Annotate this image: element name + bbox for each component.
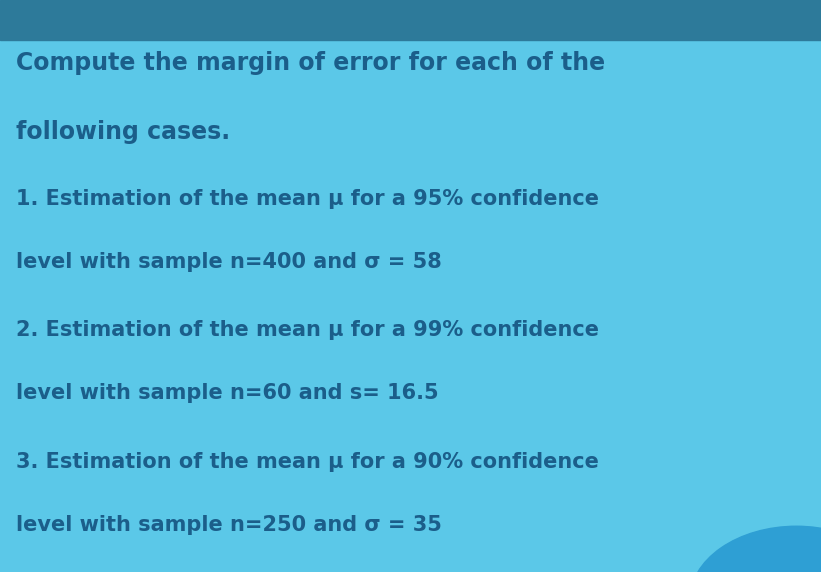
Text: 2. Estimation of the mean μ for a 99% confidence: 2. Estimation of the mean μ for a 99% co… — [16, 320, 599, 340]
Text: level with sample n=250 and σ = 35: level with sample n=250 and σ = 35 — [16, 515, 443, 535]
Text: 1. Estimation of the mean μ for a 95% confidence: 1. Estimation of the mean μ for a 95% co… — [16, 189, 599, 209]
Bar — [0, 0, 821, 40]
Circle shape — [690, 526, 821, 572]
Text: level with sample n=60 and s= 16.5: level with sample n=60 and s= 16.5 — [16, 383, 439, 403]
Text: following cases.: following cases. — [16, 120, 231, 144]
Text: 3. Estimation of the mean μ for a 90% confidence: 3. Estimation of the mean μ for a 90% co… — [16, 452, 599, 472]
Text: Compute the margin of error for each of the: Compute the margin of error for each of … — [16, 51, 606, 76]
Text: level with sample n=400 and σ = 58: level with sample n=400 and σ = 58 — [16, 252, 443, 272]
